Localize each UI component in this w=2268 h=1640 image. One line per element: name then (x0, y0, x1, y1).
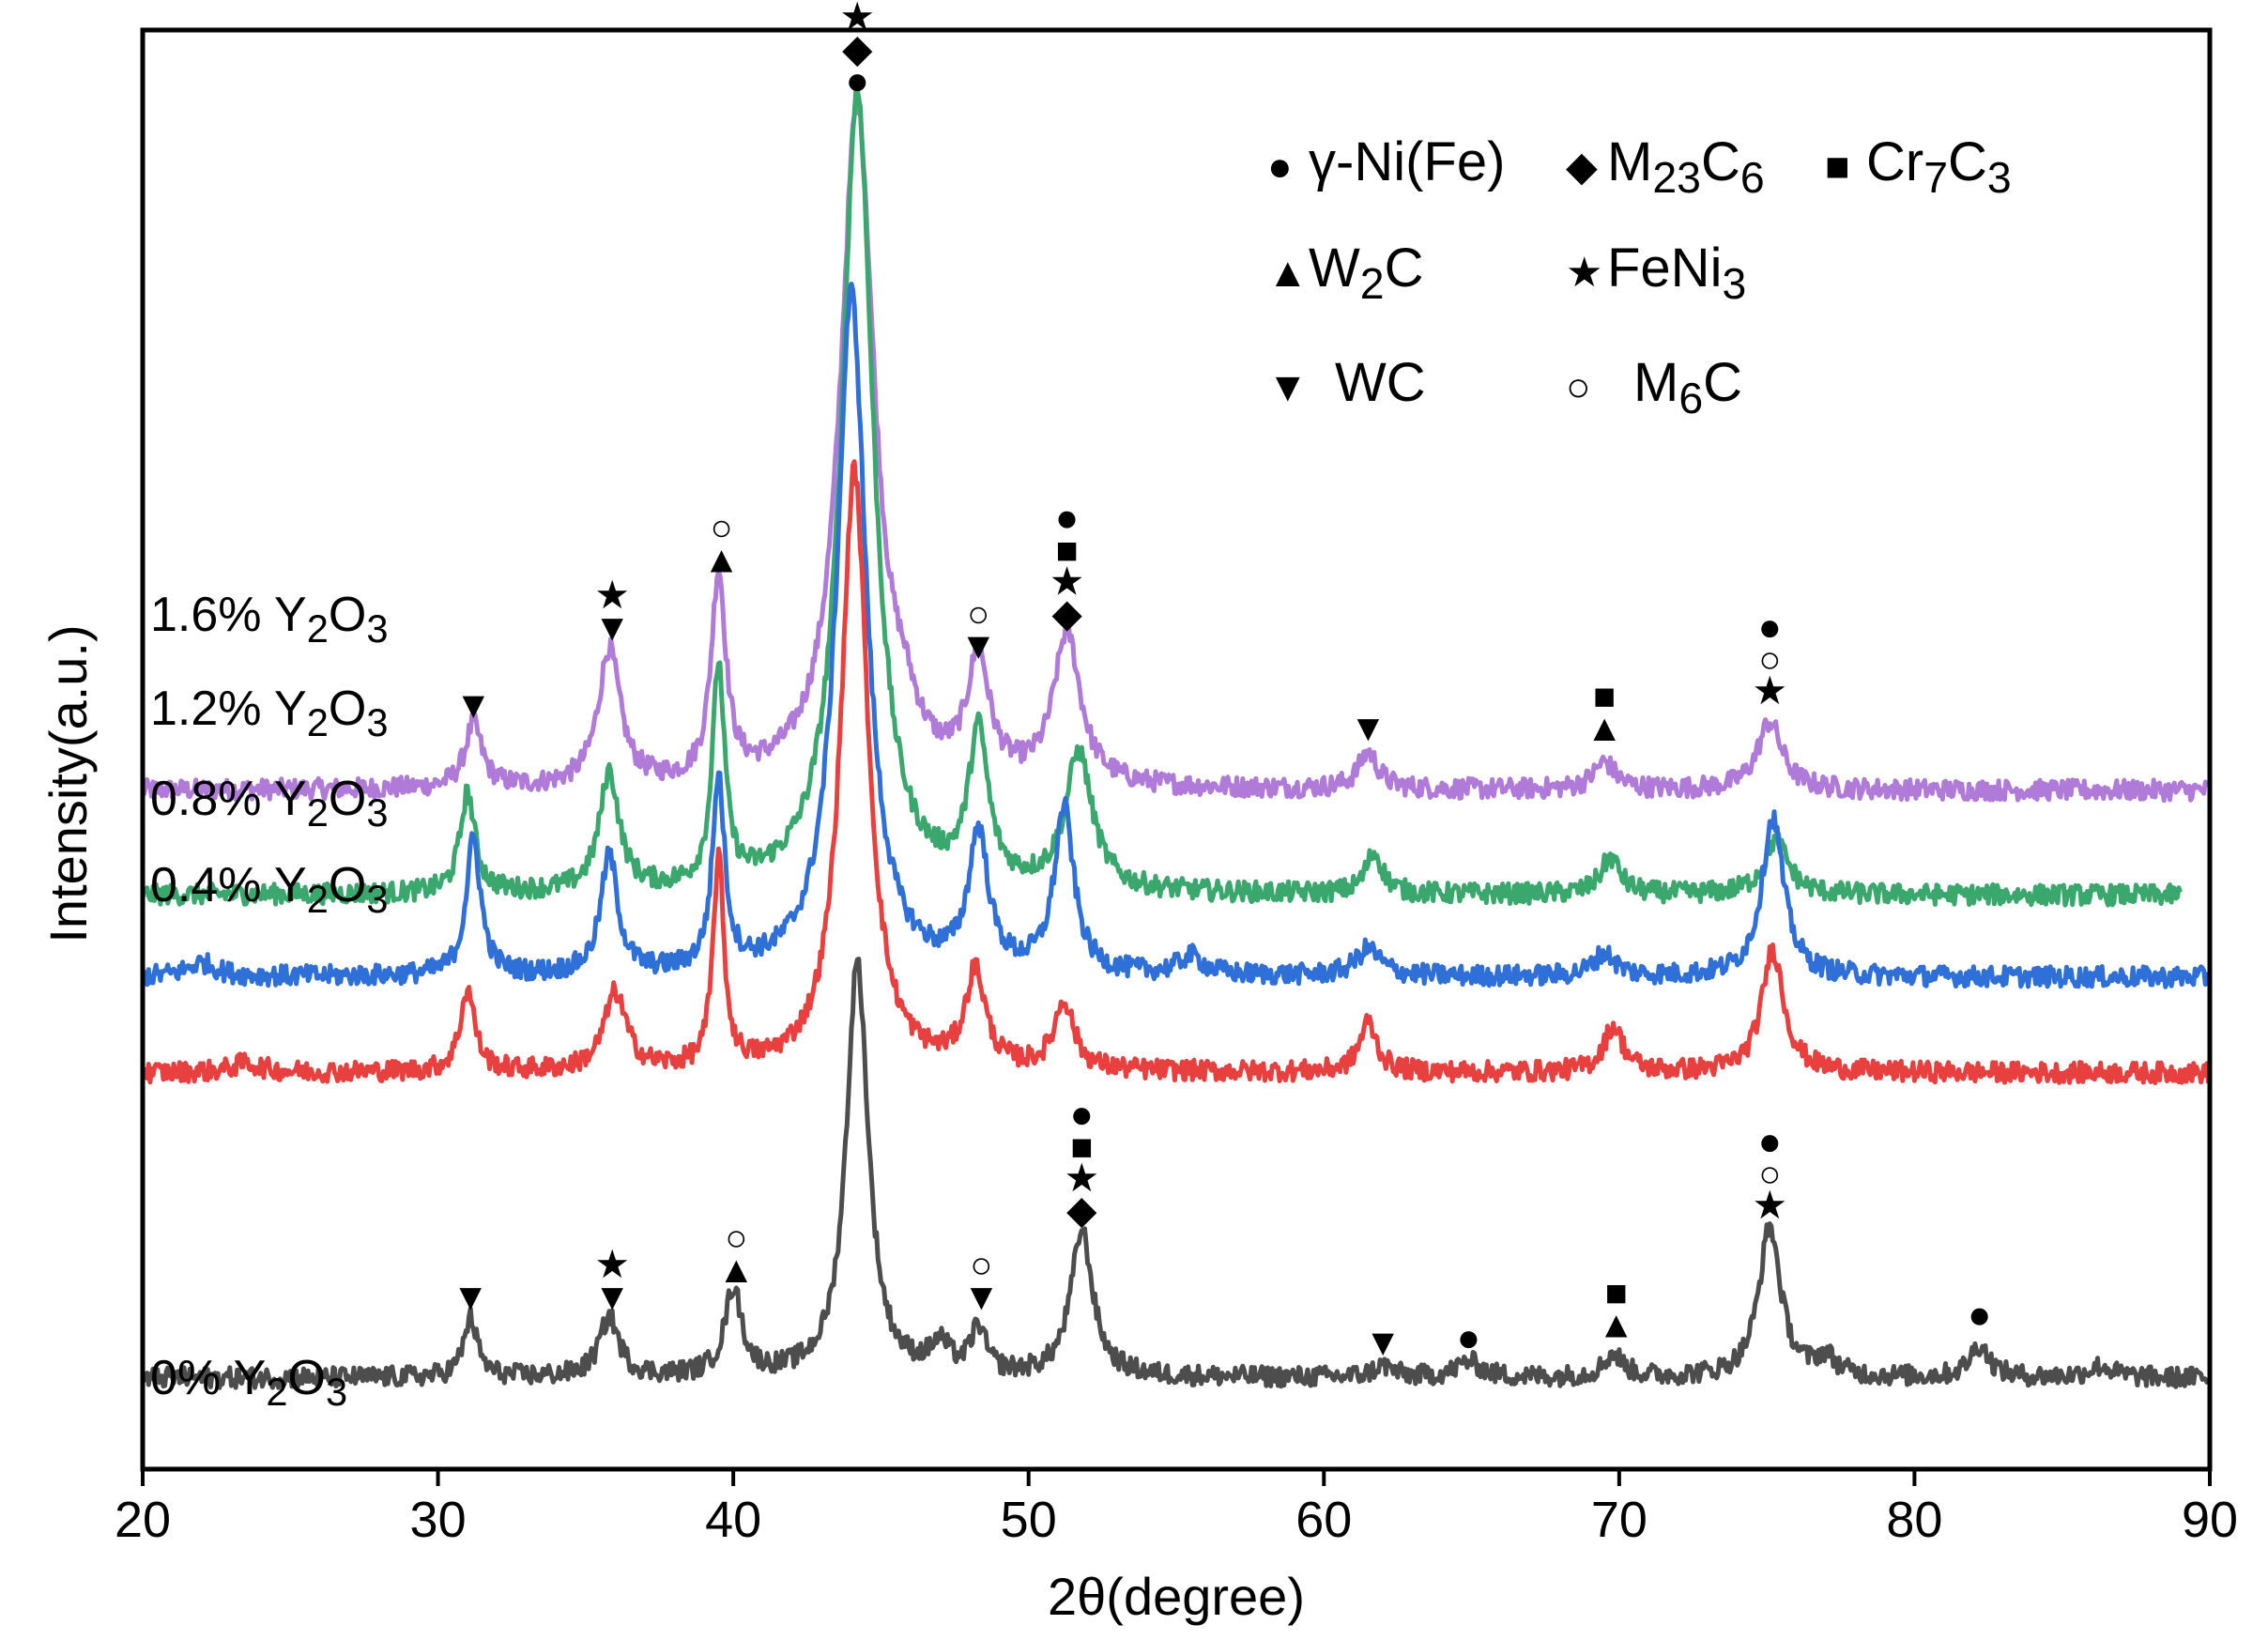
y-axis-title: Intensity(a.u.) (38, 624, 98, 943)
legend-label: FeNi3 (1607, 238, 1746, 308)
peak-marker: ● (1055, 496, 1079, 540)
series-labels: 1.6% Y2O3 1.2% Y2O3 0.8% Y2O3 0.4% Y2O3 0% Y… (150, 588, 388, 1414)
series-label-4: 0% Y2O3 (150, 1351, 347, 1414)
peak-marker: ○ (970, 1245, 992, 1286)
legend-item: ○ M6C (1566, 352, 1742, 422)
peak-marker: ■ (1593, 676, 1616, 717)
peak-marker: ★ (1752, 668, 1787, 713)
peak-marker: ● (846, 58, 869, 102)
legend-label: Cr7C3 (1866, 131, 2012, 202)
legend-symbol: ○ (1566, 364, 1591, 410)
peak-marker: ★ (1752, 1183, 1787, 1227)
legend-symbol: ● (1267, 144, 1293, 190)
series-line-2 (140, 282, 2213, 989)
peak-marker: ★ (1065, 1156, 1100, 1200)
legend-item: ■ Cr7C3 (1825, 131, 2012, 202)
series-line-3 (140, 459, 2213, 1085)
series-label-2: 0.8% Y2O3 (150, 772, 388, 835)
peak-marker: ▼ (455, 685, 493, 727)
peak-marker: ▼ (593, 607, 631, 649)
peak-marker: ★ (594, 1242, 630, 1286)
peak-marker: ▼ (1364, 1323, 1402, 1364)
peak-marker: ▼ (452, 1277, 489, 1318)
legend-label: WC (1335, 352, 1426, 413)
peak-marker: ● (1070, 1092, 1094, 1136)
legend-symbol: ★ (1566, 250, 1602, 296)
legend-item: ▲ W2C (1267, 238, 1423, 308)
peak-marker: ○ (967, 593, 989, 635)
peak-marker: ■ (1070, 1127, 1093, 1168)
x-tick-label: 80 (1886, 1492, 1942, 1548)
series-label-1: 1.2% Y2O3 (150, 682, 388, 744)
legend-label: M23C6 (1607, 131, 1765, 202)
x-tick-label: 90 (2182, 1492, 2238, 1548)
peak-marker: ▼ (1350, 708, 1387, 749)
peak-marker: ○ (725, 1218, 747, 1259)
legend-symbol: ▼ (1267, 364, 1309, 410)
x-tick-label: 30 (410, 1492, 467, 1548)
x-axis: 20 30 40 50 60 70 80 90 (115, 1469, 2238, 1548)
x-tick-label: 50 (1001, 1492, 1057, 1548)
peak-marker: ● (1758, 1119, 1782, 1163)
series-label-3: 0.4% Y2O3 (150, 858, 388, 921)
series-line-4 (142, 957, 2211, 1390)
peak-marker: ○ (1758, 639, 1781, 681)
peak-marker: ▲ (1586, 708, 1623, 749)
peak-marker: ▼ (963, 1277, 1001, 1318)
peak-marker: ● (1758, 605, 1782, 649)
peak-marker: ○ (1758, 1154, 1781, 1195)
x-tick-label: 40 (705, 1492, 761, 1548)
peak-marker: ■ (1605, 1272, 1628, 1313)
legend-label: W2C (1309, 238, 1423, 308)
peak-marker: ▼ (593, 1277, 631, 1318)
peak-marker: ◆ (1066, 1188, 1097, 1232)
legend-symbol: ■ (1825, 144, 1850, 190)
series-line-0 (140, 97, 2211, 804)
plot-frame (140, 27, 2213, 1472)
peak-marker: ▲ (703, 539, 741, 580)
legend: ● γ-Ni(Fe) ◆ M23C6 ■ Cr7C3 ▲ W2C ★ FeNi3 ▼ WC ○ M6C (1267, 131, 2012, 422)
x-tick-label: 20 (115, 1492, 171, 1548)
peak-marker: ▲ (717, 1249, 755, 1291)
legend-item: ● γ-Ni(Fe) (1267, 131, 1505, 192)
peak-marker: ▼ (959, 625, 997, 667)
legend-symbol: ◆ (1566, 144, 1598, 190)
peak-marker: ○ (710, 507, 732, 548)
x-tick-label: 70 (1591, 1492, 1647, 1548)
peak-marker: ◆ (1051, 591, 1082, 636)
legend-item: ★ FeNi3 (1566, 238, 1746, 308)
peak-annotations: ▼▼★▲○●◆★▼○ ◆★■●▼ ▲■ ★○●▼ ▼★ ▲○▼○◆★■●▼ ● ▲■★○●● (452, 0, 1991, 1364)
series-layer (140, 87, 2213, 1390)
legend-item: ▼ WC (1267, 352, 1426, 413)
x-axis-title: 2θ(degree) (1048, 1567, 1305, 1626)
peak-marker: ★ (839, 0, 875, 38)
peak-marker: ◆ (842, 26, 873, 70)
legend-label: M6C (1633, 352, 1742, 422)
legend-symbol: ▲ (1267, 250, 1309, 296)
series-line-1 (140, 87, 2183, 908)
peak-marker: ★ (594, 573, 630, 617)
legend-label: γ-Ni(Fe) (1309, 131, 1505, 192)
peak-marker: ● (1968, 1293, 1991, 1337)
legend-item: ◆ M23C6 (1566, 131, 1765, 202)
peak-marker: ■ (1056, 530, 1079, 572)
series-label-0: 1.6% Y2O3 (150, 588, 388, 651)
peak-marker: ★ (1050, 559, 1085, 604)
peak-marker: ● (1457, 1315, 1480, 1359)
x-tick-label: 60 (1295, 1492, 1352, 1548)
peak-marker: ▲ (1598, 1304, 1635, 1345)
